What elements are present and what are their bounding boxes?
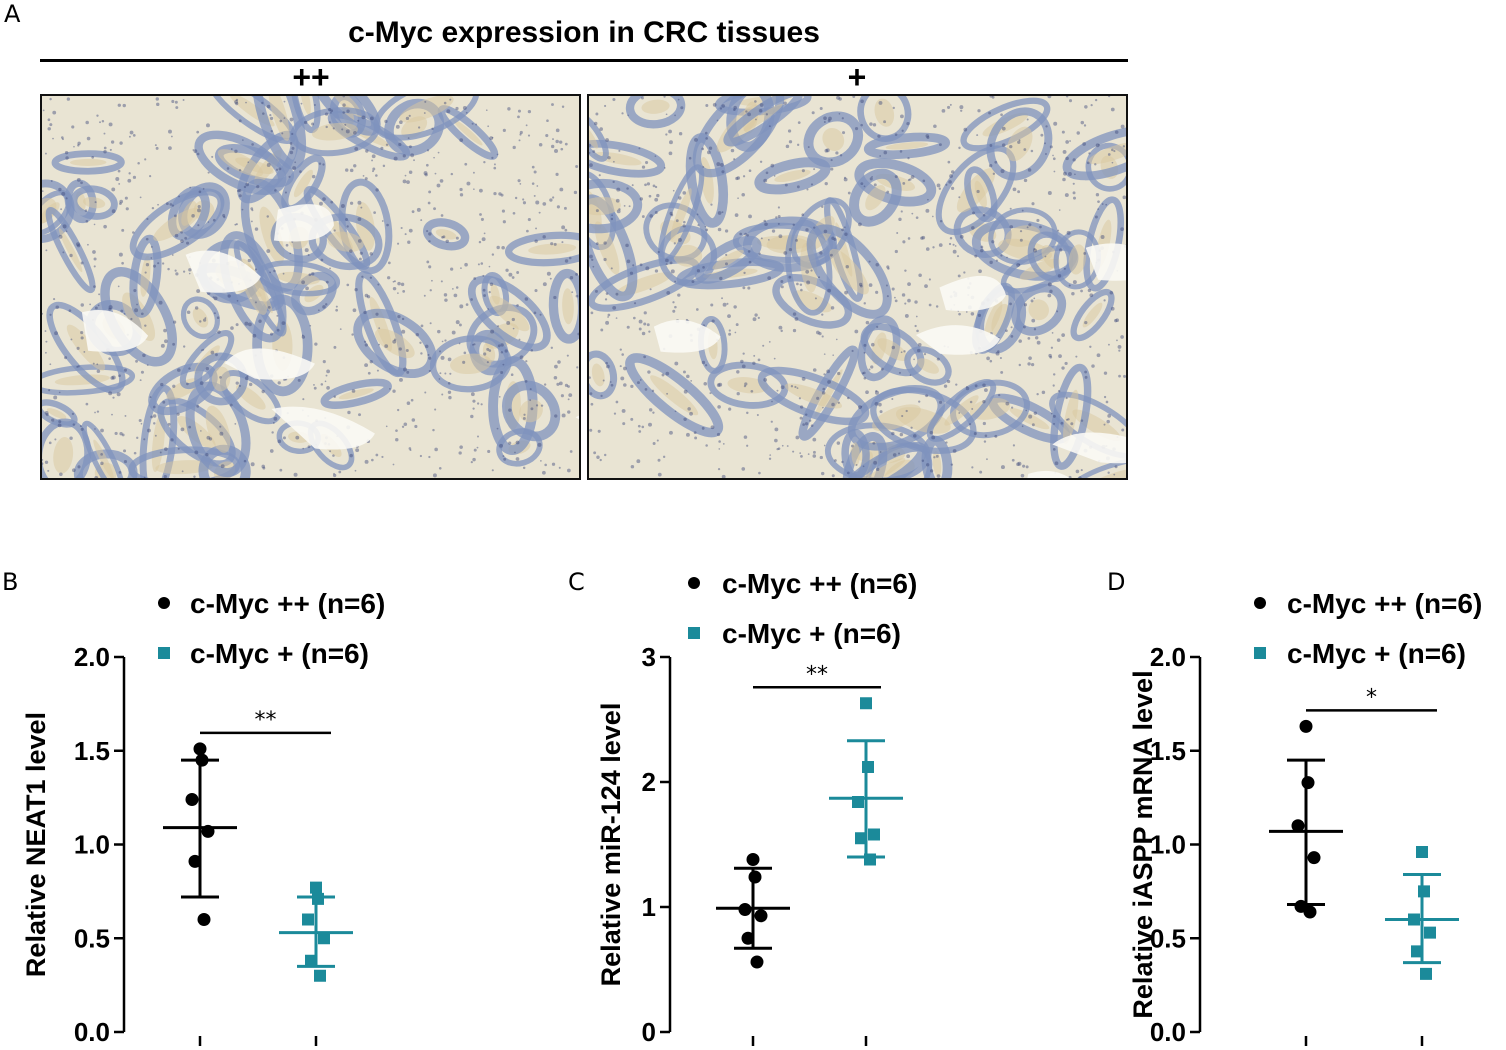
y-tick-label: 2.0: [1150, 642, 1186, 672]
chart-mir124-plot: c-Myc ++ (n=6) c-Myc + (n=6) 0 1 2 3 Relative …: [596, 568, 917, 1047]
data-point: [318, 932, 330, 945]
chart-neat1: c-Myc ++ (n=6) c-Myc + (n=6) 0.0 0.5 1.0 1.5 2…: [0, 560, 420, 1047]
legend-label: c-Myc + (n=6): [722, 618, 901, 649]
data-point: [750, 955, 764, 969]
panel-letter-c: C: [568, 568, 585, 596]
data-point: [201, 824, 215, 838]
data-point: [748, 870, 762, 884]
title-underline: [40, 59, 1128, 62]
micrograph-high-expression: [40, 94, 581, 480]
data-point: [754, 909, 768, 923]
y-tick-label: 3: [642, 642, 656, 672]
data-point: [1408, 913, 1420, 926]
legend-marker-high: [1254, 597, 1266, 609]
legend-label: c-Myc + (n=6): [190, 638, 369, 669]
legend-label: c-Myc ++ (n=6): [190, 588, 385, 619]
y-tick-label: 0.0: [1150, 1017, 1186, 1047]
data-point: [310, 881, 322, 894]
data-point: [741, 931, 755, 945]
data-point: [738, 903, 752, 916]
legend-label: c-Myc ++ (n=6): [722, 568, 917, 599]
data-point: [185, 793, 199, 806]
data-point: [1420, 967, 1432, 980]
data-point: [1416, 846, 1428, 858]
y-tick-label: 0.5: [74, 923, 110, 953]
group-label-low: +: [847, 59, 867, 95]
data-point: [852, 796, 864, 808]
data-point: [312, 892, 324, 905]
legend-marker-low: [1254, 647, 1266, 659]
data-point: [1307, 851, 1321, 865]
chart-iaspp: c-Myc ++ (n=6) c-Myc + (n=6) 0.0 0.5 1.0 1.5 2…: [1120, 560, 1506, 1047]
data-point: [1291, 819, 1305, 833]
data-point: [302, 913, 314, 926]
y-axis-label: Relative iASPP mRNA level: [1128, 670, 1158, 1018]
chart-neat1-plot: c-Myc ++ (n=6) c-Myc + (n=6) 0.0 0.5 1.0 1.5 2…: [21, 588, 385, 1047]
y-tick-label: 1.0: [1150, 830, 1186, 860]
y-tick-label: 1: [642, 892, 656, 922]
legend-label: c-Myc ++ (n=6): [1287, 588, 1482, 619]
figure-title: c-Myc expression in CRC tissues: [348, 16, 820, 49]
legend-marker-high: [688, 577, 700, 589]
micrograph-low-expression: [587, 94, 1128, 480]
panel-letter-d: D: [1107, 568, 1126, 596]
y-tick-label: 0.5: [1150, 923, 1186, 953]
data-point: [314, 969, 326, 982]
y-tick-label: 1.0: [74, 830, 110, 860]
y-tick-label: 2.0: [74, 642, 110, 672]
data-point: [1418, 885, 1430, 898]
tissue-texture: [42, 96, 579, 478]
data-point: [868, 828, 880, 841]
data-point: [1411, 945, 1423, 958]
legend-label: c-Myc + (n=6): [1287, 638, 1466, 669]
data-point: [197, 913, 211, 926]
data-point: [855, 832, 867, 845]
data-point: [860, 697, 872, 710]
data-point: [1299, 719, 1313, 733]
data-point: [864, 853, 876, 866]
group-label-high: ++: [292, 59, 330, 95]
y-tick-label: 0: [642, 1017, 656, 1047]
data-point: [195, 753, 209, 767]
y-tick-label: 2: [642, 767, 656, 797]
data-point: [188, 854, 202, 868]
significance-marker: *: [1366, 685, 1377, 710]
panel-letter-b: B: [2, 568, 19, 596]
significance-marker: **: [255, 708, 277, 733]
significance-marker: **: [806, 662, 828, 687]
y-tick-label: 1.5: [1150, 736, 1186, 766]
legend-marker-low: [688, 627, 700, 639]
data-point: [1301, 776, 1315, 790]
y-axis-label: Relative miR-124 level: [596, 703, 626, 987]
y-axis-label: Relative NEAT1 level: [21, 712, 51, 977]
data-point: [862, 761, 874, 773]
data-point: [1303, 905, 1317, 919]
legend-marker-low: [158, 647, 170, 659]
data-point: [305, 954, 317, 967]
legend-marker-high: [158, 597, 170, 609]
chart-mir124: c-Myc ++ (n=6) c-Myc + (n=6) 0 1 2 3 Relative …: [570, 560, 990, 1047]
data-point: [193, 742, 207, 756]
y-tick-label: 0.0: [74, 1017, 110, 1047]
data-point: [746, 853, 760, 866]
data-point: [1424, 926, 1436, 939]
panel-letter-a: A: [4, 0, 21, 28]
y-tick-label: 1.5: [74, 736, 110, 766]
chart-iaspp-plot: c-Myc ++ (n=6) c-Myc + (n=6) 0.0 0.5 1.0 1.5 2…: [1128, 588, 1482, 1047]
